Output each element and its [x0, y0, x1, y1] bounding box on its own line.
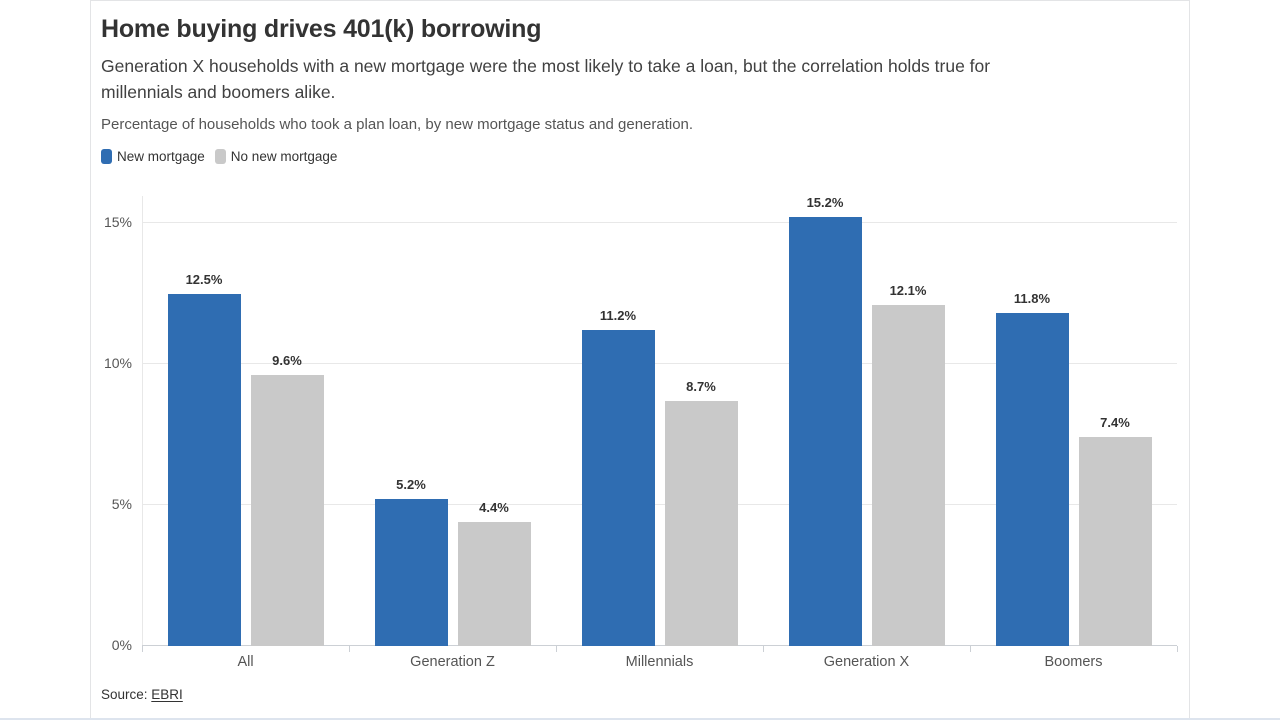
y-axis-tick-0: 0%	[111, 637, 132, 653]
x-axis-label-generation-z: Generation Z	[410, 654, 495, 670]
chart-card: Home buying drives 401(k) borrowing Gene…	[90, 0, 1190, 718]
y-axis-tick-5: 5%	[111, 496, 132, 512]
chart-subtitle-line-2: millennials and boomers alike.	[101, 82, 336, 102]
legend-swatch-no-new-mortgage	[214, 149, 226, 164]
legend-item-new-mortgage[interactable]: New mortgage	[101, 149, 205, 164]
y-axis-tick-10: 10%	[103, 355, 132, 371]
y-axis-tick-15: 15%	[103, 214, 132, 230]
x-axis-tick	[556, 646, 557, 652]
bar-all-new-mortgage[interactable]	[167, 293, 241, 646]
chart-description: Percentage of households who took a plan…	[101, 116, 694, 133]
bar-value-label-all-new-mortgage: 12.5%	[185, 271, 223, 287]
legend-label: No new mortgage	[230, 149, 338, 164]
gridline-5	[142, 504, 1177, 505]
bar-all-no-new-mortgage[interactable]	[250, 375, 324, 646]
bar-millennials-new-mortgage[interactable]	[581, 330, 655, 646]
bar-generation-x-no-new-mortgage[interactable]	[871, 304, 945, 646]
x-axis-label-millennials: Millennials	[625, 654, 694, 670]
bar-value-label-boomers-no-new-mortgage: 7.4%	[1100, 415, 1130, 431]
gridline-15	[142, 222, 1177, 223]
x-axis-baseline	[142, 645, 1177, 646]
x-axis-tick	[1177, 646, 1178, 652]
x-axis-tick	[763, 646, 764, 652]
bar-value-label-generation-x-no-new-mortgage: 12.1%	[889, 282, 927, 298]
legend-label: New mortgage	[117, 149, 205, 164]
x-axis-label-all: All	[237, 654, 254, 670]
bar-value-label-millennials-new-mortgage: 11.2%	[599, 308, 637, 324]
x-axis-tick	[142, 646, 143, 652]
source-line: Source: EBRI	[101, 687, 183, 702]
x-axis-label-generation-x: Generation X	[823, 654, 910, 670]
bar-value-label-all-no-new-mortgage: 9.6%	[272, 353, 302, 369]
bar-value-label-generation-x-new-mortgage: 15.2%	[806, 195, 844, 211]
x-axis-tick	[349, 646, 350, 652]
bar-chart: 0% 5% 10% 15% 12.5% 9.6% All 5.2% 4.4% Generation…	[92, 195, 1189, 670]
bar-boomers-no-new-mortgage[interactable]	[1078, 437, 1152, 646]
gridline-10	[142, 363, 1177, 364]
bar-value-label-boomers-new-mortgage: 11.8%	[1013, 291, 1051, 307]
bar-boomers-new-mortgage[interactable]	[995, 313, 1069, 646]
chart-subtitle-line-1: Generation X households with a new mortg…	[101, 56, 991, 76]
y-axis-line	[142, 196, 143, 646]
legend-item-no-new-mortgage[interactable]: No new mortgage	[214, 149, 338, 164]
bar-millennials-no-new-mortgage[interactable]	[664, 400, 738, 646]
x-axis-tick	[970, 646, 971, 652]
x-axis-label-boomers: Boomers	[1044, 654, 1103, 670]
legend: New mortgage No new mortgage	[101, 149, 1189, 164]
bar-generation-z-no-new-mortgage[interactable]	[457, 521, 531, 646]
bar-value-label-generation-z-new-mortgage: 5.2%	[396, 477, 426, 493]
chart-title: Home buying drives 401(k) borrowing	[101, 15, 542, 43]
bar-value-label-generation-z-no-new-mortgage: 4.4%	[479, 499, 509, 515]
bar-generation-x-new-mortgage[interactable]	[788, 217, 862, 646]
bar-generation-z-new-mortgage[interactable]	[374, 499, 448, 646]
source-link[interactable]: EBRI	[151, 687, 183, 702]
bar-value-label-millennials-no-new-mortgage: 8.7%	[686, 378, 716, 394]
source-label: Source:	[101, 687, 148, 702]
legend-swatch-new-mortgage	[101, 149, 112, 164]
chart-subtitle: Generation X households with a new mortg…	[101, 53, 1189, 105]
